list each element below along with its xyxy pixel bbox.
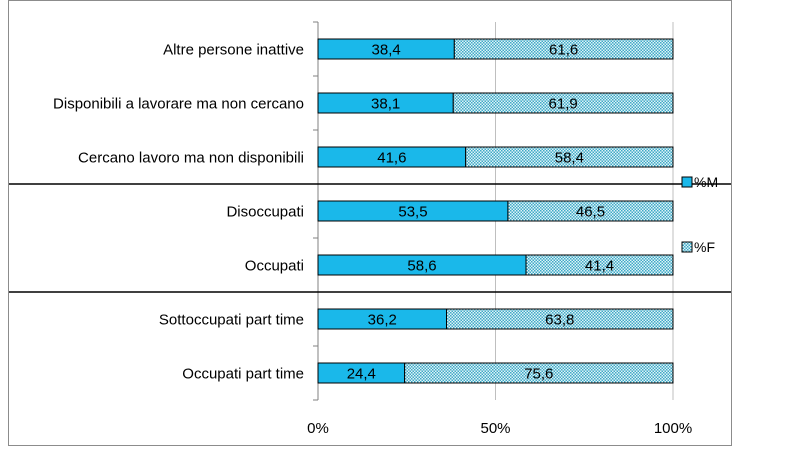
x-tick-label: 50% [480,420,510,437]
data-label: 61,9 [549,96,578,113]
category-label: Occupati [245,258,304,275]
labels: 0% 50% 100% 38,4 61,6 Altre persone inattive 3… [53,42,692,438]
bar-f [453,38,674,60]
data-label: 46,5 [576,204,605,221]
legend-swatch-f [681,241,693,253]
data-label: 38,4 [372,42,401,59]
category-label: Occupati part time [182,366,304,383]
data-label: 24,4 [347,366,376,383]
category-label: Altre persone inattive [163,42,304,59]
data-label: 58,6 [407,258,436,275]
grid-lines [9,21,731,401]
data-label: 53,5 [398,204,427,221]
legend-swatch-m [681,176,693,188]
category-label: Disponibili a lavorare ma non cercano [53,96,304,113]
legend-label: %F [694,239,715,255]
data-label: 38,1 [371,96,400,113]
bar-f [525,254,674,276]
data-label: 75,6 [524,366,553,383]
bar-f [465,146,674,168]
category-label: Disoccupati [226,204,304,221]
bar-f [404,362,674,384]
data-label: 61,6 [549,42,578,59]
category-label: Sottoccupati part time [159,312,304,329]
x-tick-label: 0% [307,420,329,437]
x-tick-label: 100% [654,420,692,437]
data-label: 36,2 [368,312,397,329]
bar-f [446,308,674,330]
legend-label: %M [694,174,718,190]
data-label: 41,6 [377,150,406,167]
data-label: 58,4 [555,150,584,167]
category-label: Cercano lavoro ma non disponibili [78,150,304,167]
bar-f [452,92,674,114]
bar-f [507,200,674,222]
data-label: 41,4 [585,258,614,275]
bars [317,38,674,384]
data-label: 63,8 [545,312,574,329]
legend: %M %F [681,174,718,255]
